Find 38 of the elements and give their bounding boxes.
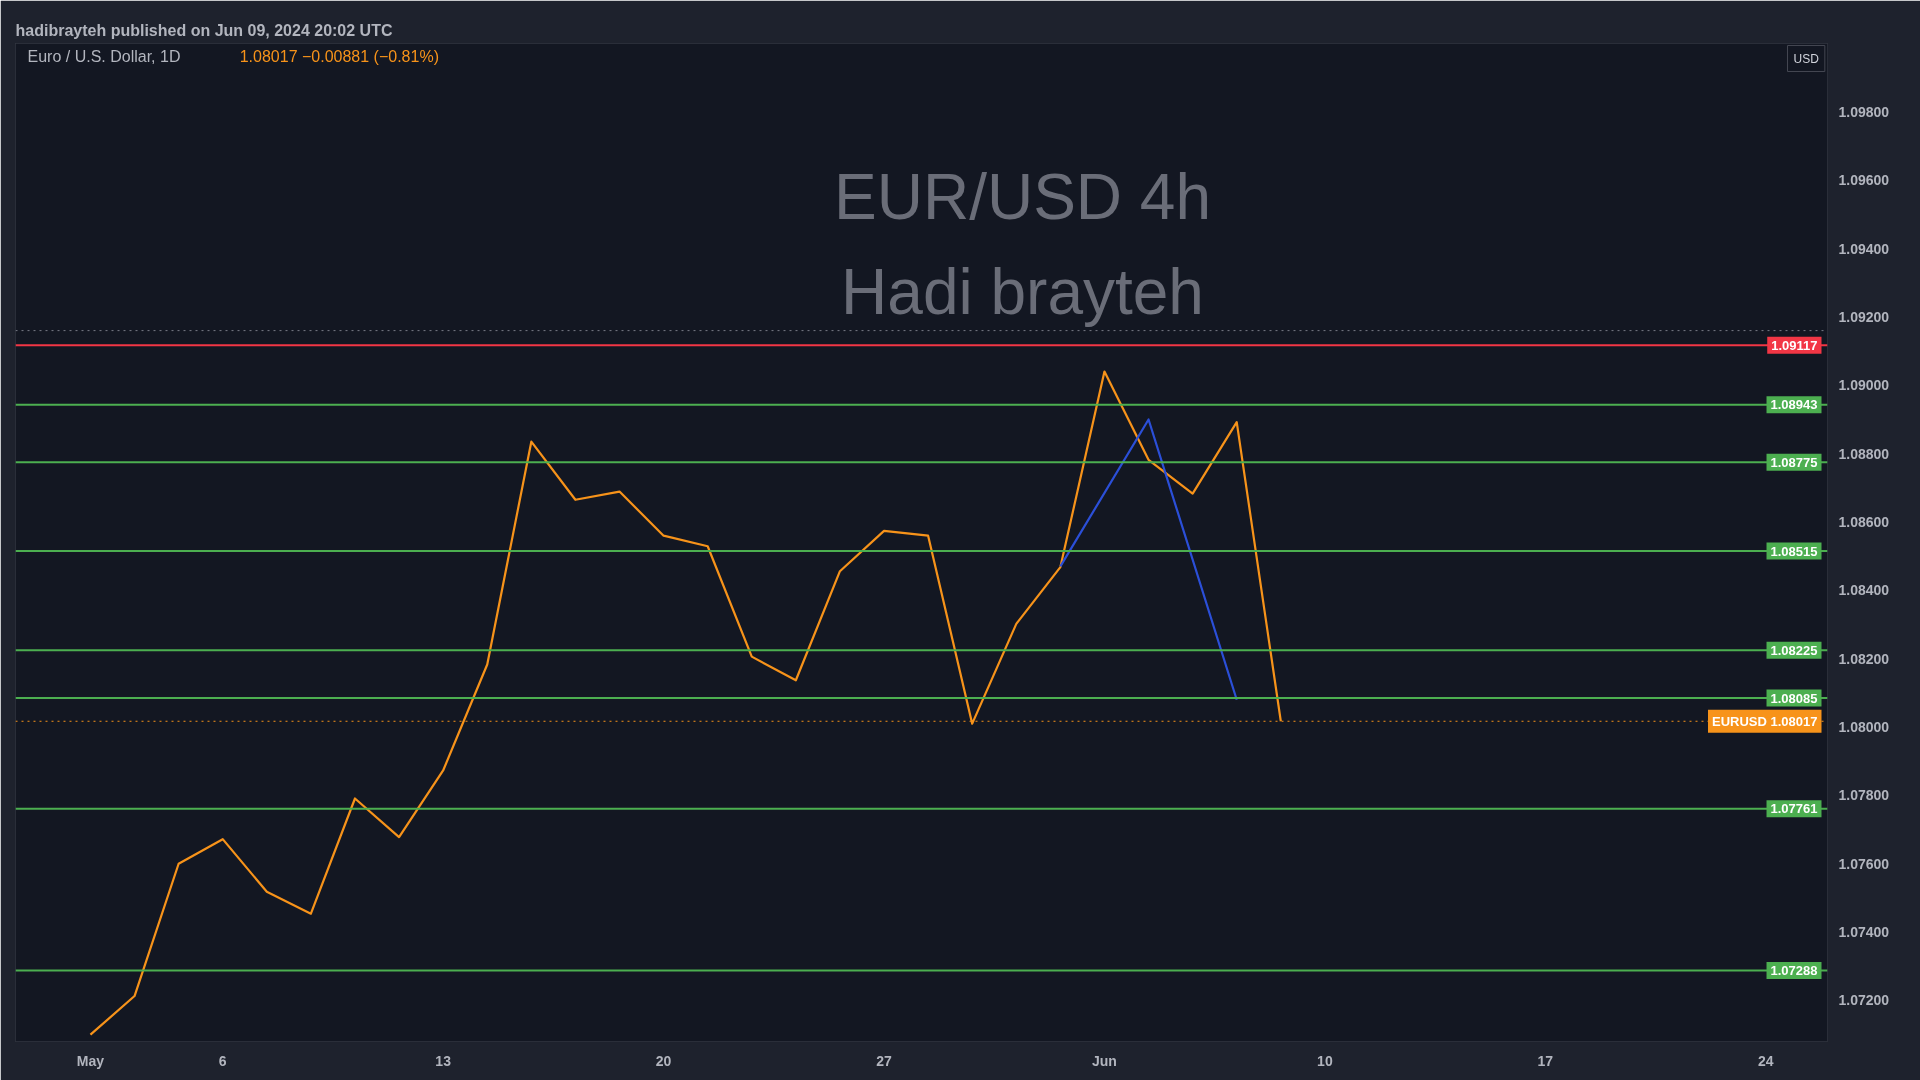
y-tick-label: 1.09600 [1838, 172, 1890, 189]
annotation: 1.08017 −0.00881 (−0.81%) [239, 48, 439, 65]
y-tick-label: 1.09000 [1838, 377, 1890, 394]
x-tick-label: Jun [1092, 1052, 1117, 1069]
y-tick-label: 1.08200 [1838, 650, 1890, 667]
y-tick-label: 1.09800 [1838, 103, 1890, 120]
x-tick-label: 24 [1757, 1052, 1774, 1069]
ref-line-label: EURUSD 1.08017 [1712, 713, 1818, 729]
y-tick-label: 1.07400 [1838, 924, 1890, 941]
y-tick-label: 1.07600 [1838, 855, 1890, 872]
x-tick-label: 27 [876, 1052, 893, 1069]
x-tick-label: 17 [1537, 1052, 1554, 1069]
ref-line-label: 1.07288 [1770, 962, 1818, 978]
y-tick-label: 1.08600 [1838, 513, 1890, 530]
y-tick-label: 1.09400 [1838, 240, 1890, 257]
ref-line-label: 1.08943 [1770, 397, 1818, 413]
ref-line-label: 1.08085 [1770, 690, 1818, 706]
x-tick-label: 20 [655, 1052, 672, 1069]
y-tick-label: 1.07200 [1838, 992, 1890, 1009]
y-tick-label: 1.08800 [1838, 445, 1890, 462]
ref-line-label: 1.08775 [1770, 454, 1818, 470]
ref-line-label: 1.07761 [1770, 801, 1818, 817]
text: hadibrayteh published on Jun 09, 2024 20:02 UTC [15, 21, 393, 39]
y-tick-label: 1.08400 [1838, 582, 1890, 599]
x-tick-label: 10 [1317, 1052, 1333, 1069]
ref-line-label: 1.09117 [1771, 337, 1818, 353]
annotation: Euro / U.S. Dollar, 1D [27, 48, 181, 65]
text: EUR/USD 4h [834, 160, 1211, 233]
x-tick-label: 13 [435, 1052, 452, 1069]
ref-line-label: 1.08515 [1770, 543, 1818, 559]
y-tick-label: 1.08000 [1838, 719, 1890, 736]
y-tick-label: 1.09200 [1838, 308, 1890, 325]
y-tick-label: 1.07800 [1838, 787, 1890, 804]
text: Hadi brayteh [841, 255, 1204, 328]
x-tick-label: 6 [218, 1052, 227, 1069]
annotation: USD [1793, 51, 1820, 66]
ref-line-label: 1.08225 [1770, 642, 1818, 658]
x-tick-label: May [76, 1052, 105, 1069]
